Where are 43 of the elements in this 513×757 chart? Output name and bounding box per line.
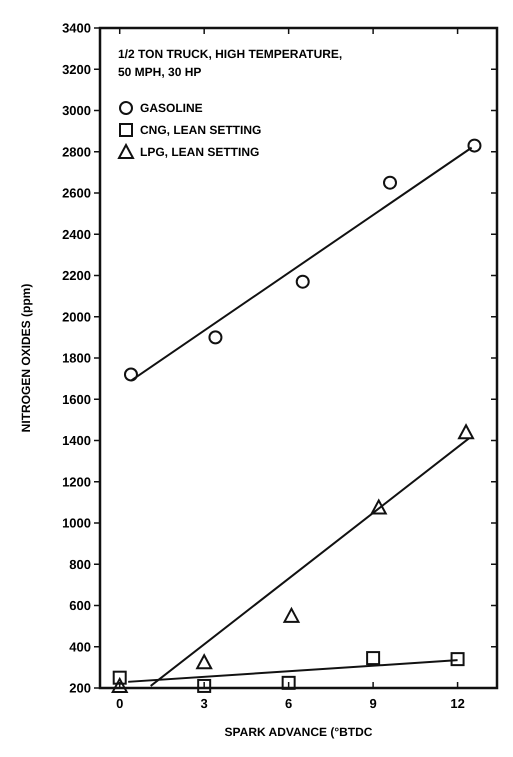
point — [296, 274, 310, 289]
point — [196, 654, 212, 670]
y-tick-label: 1800 — [62, 350, 91, 366]
point — [112, 678, 128, 693]
x-tick-label: 0 — [116, 696, 124, 711]
y-tick-label: 1200 — [62, 474, 91, 490]
y-tick-label: 2400 — [62, 226, 91, 242]
y-tick-label: 1000 — [62, 516, 91, 531]
y-tick-label: 2800 — [62, 144, 91, 160]
y-tick-label: 3000 — [62, 103, 91, 118]
point — [370, 500, 387, 515]
annotation: 1/2 TON TRUCK, HIGH TEMPERATURE, 50 MPH, 30 HP — [118, 47, 342, 79]
legend-label: GASOLINE — [140, 101, 203, 116]
y-tick-label: 3400 — [62, 20, 91, 36]
y-tick-label: 200 — [69, 680, 91, 696]
legend-label: LPG, LEAN SETTING — [140, 145, 260, 160]
y-tick-label: 3200 — [62, 62, 91, 77]
point — [467, 138, 482, 153]
y-tick-label: 1400 — [62, 433, 91, 448]
point — [283, 608, 300, 623]
point — [112, 670, 127, 685]
x-tick-label: 12 — [450, 696, 465, 711]
point — [450, 652, 465, 666]
y-tick-label: 2000 — [62, 309, 91, 324]
y-axis-title: NITROGEN OXIDES (ppm) — [19, 284, 33, 432]
x-tick-label: 9 — [369, 696, 377, 711]
y-tick-label: 2200 — [62, 268, 91, 284]
y-tick-label: 800 — [69, 556, 91, 572]
x-axis-title: SPARK ADVANCE (°BTDC — [224, 725, 373, 739]
point — [124, 368, 138, 382]
point — [458, 424, 474, 440]
x-tick-label: 6 — [285, 696, 292, 711]
y-tick-label: 400 — [69, 639, 91, 654]
point — [208, 330, 222, 344]
x-tick-label: 3 — [200, 696, 208, 711]
point — [282, 676, 296, 690]
point — [383, 176, 398, 190]
y-tick-label: 2600 — [62, 186, 91, 201]
legend-label: CNG, LEAN SETTING — [140, 123, 262, 138]
y-tick-label: 600 — [69, 598, 91, 614]
point — [366, 651, 380, 666]
y-tick-label: 1600 — [62, 392, 91, 407]
point — [197, 678, 212, 693]
